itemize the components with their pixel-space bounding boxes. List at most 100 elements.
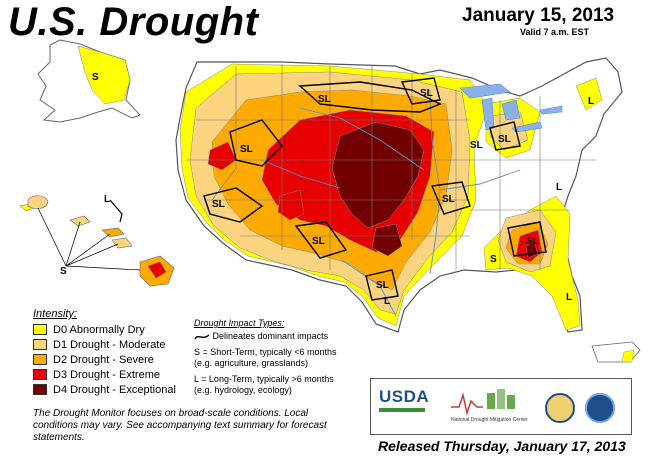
conus: SL SL SL SL SL SL SL SL SL SL L L L L S: [175, 57, 623, 333]
ndmc-logo-icon: [451, 389, 515, 415]
legend-label-d3: D3 Drought - Extreme: [53, 368, 160, 381]
map-date: January 15, 2013: [462, 5, 615, 26]
d4-oklahoma: [371, 223, 403, 257]
long-term-example: (e.g. hydrology, ecology): [194, 385, 292, 395]
map-title: U.S. Drought: [8, 0, 259, 44]
commerce-seal-icon: [545, 393, 575, 423]
label-l-4: L: [384, 296, 390, 307]
label-sl-9: SL: [376, 280, 389, 291]
impact-line-5: [430, 181, 471, 215]
alaska-label-s: S: [92, 72, 99, 83]
impact-line-2: [298, 81, 442, 113]
river-red: [341, 259, 397, 317]
label-sl-7: SL: [498, 134, 511, 145]
legend-item-d1: D1 Drought - Moderate: [33, 337, 176, 352]
impact-labels: SL SL SL SL SL SL SL SL SL SL L L L L S: [212, 88, 594, 307]
hawaii-impact-line: [109, 199, 123, 223]
noaa-seal-icon: [585, 393, 615, 423]
impact-line-4: [294, 221, 348, 259]
short-term-text: S = Short-Term, typically <6 months: [194, 347, 337, 357]
impact-lines: [203, 77, 547, 301]
legend-item-d4: D4 Drought - Exceptional: [33, 382, 176, 397]
label-sl-2: SL: [318, 94, 331, 105]
lake-erie: [511, 121, 543, 133]
hawaii-label-s: S: [60, 266, 67, 277]
swatch-d2: [33, 354, 47, 365]
label-sl-4: SL: [212, 199, 225, 210]
great-lakes: [459, 83, 563, 133]
river-platte: [261, 159, 341, 189]
hawaii-kauai-island: [27, 195, 49, 209]
label-s-1: S: [490, 254, 497, 265]
impact-line-8: [507, 221, 547, 257]
release-date: Released Thursday, January 17, 2013: [378, 438, 626, 454]
hawaii-pointer-3: [65, 233, 111, 267]
swatch-d4: [33, 384, 47, 395]
d3-colorado: [277, 189, 305, 221]
hawaii-big-island-d3: [147, 261, 167, 279]
agency-logos: USDA National Drought Mitigation Center: [370, 378, 632, 435]
impact-line-key: Delineates dominant impacts: [194, 331, 337, 342]
impact-line-7: [365, 269, 399, 301]
hawaii-molokai: [101, 227, 125, 238]
hawaii-pointer-4: [65, 243, 119, 267]
impact-line-icon: [194, 334, 210, 340]
label-sl-6: SL: [442, 194, 455, 205]
disclaimer-note: The Drought Monitor focuses on broad-sca…: [33, 408, 327, 443]
alaska: S: [37, 39, 141, 123]
pr-d0: [621, 349, 635, 363]
state-line-1: [211, 66, 237, 201]
hawaii-maui: [111, 237, 133, 249]
legend-label-d4: D4 Drought - Exceptional: [53, 383, 176, 396]
usda-logo-bar: [379, 408, 425, 412]
label-l-2: L: [556, 182, 562, 193]
swatch-d0: [33, 324, 47, 335]
legend-label-d2: D2 Drought - Severe: [53, 353, 154, 366]
puerto-rico: [591, 341, 641, 363]
impact-line-1: [229, 119, 283, 167]
label-sl-8: SL: [526, 236, 539, 247]
d0-maine: [575, 77, 603, 111]
label-l-1: L: [588, 96, 594, 107]
legend-item-d3: D3 Drought - Extreme: [33, 367, 176, 382]
lake-ontario: [539, 105, 563, 115]
label-sl-5: SL: [312, 236, 325, 247]
usda-logo: USDA: [379, 387, 430, 406]
hawaii: L S: [19, 194, 175, 287]
rivers: [261, 89, 521, 317]
river-missouri: [299, 107, 425, 171]
hawaii-oahu: [69, 215, 91, 227]
legend-heading: Intensity:: [33, 308, 78, 320]
label-sl-10: SL: [470, 140, 483, 151]
legend-label-d0: D0 Abnormally Dry: [53, 323, 145, 336]
d3-west: [207, 141, 237, 171]
hawaii-pointer-5: [65, 265, 141, 271]
impact-line-6: [489, 121, 521, 151]
lake-superior: [459, 83, 511, 99]
lake-michigan: [481, 97, 495, 131]
swatch-d3: [33, 369, 47, 380]
lake-huron: [501, 99, 521, 121]
hawaii-label-l: L: [104, 194, 110, 205]
impact-types-legend: Drought Impact Types: Delineates dominan…: [194, 318, 337, 396]
short-term-example: (e.g. agriculture, grasslands): [194, 358, 309, 368]
intensity-legend: Intensity: D0 Abnormally Dry D1 Drought …: [33, 308, 176, 397]
label-sl-3: SL: [420, 88, 433, 99]
river-ohio: [439, 169, 521, 191]
hawaii-pointer-1: [37, 207, 67, 267]
legend-item-d2: D2 Drought - Severe: [33, 352, 176, 367]
alaska-d0: [77, 45, 131, 105]
impact-line-9: [400, 77, 441, 105]
hawaii-pointer-2: [65, 221, 81, 267]
label-sl-1: SL: [240, 144, 253, 155]
legend-label-d1: D1 Drought - Moderate: [53, 338, 166, 351]
d4-plains: [331, 121, 425, 229]
valid-time: Valid 7 a.m. EST: [520, 27, 590, 37]
impact-line-3: [203, 187, 264, 223]
impact-types-heading: Drought Impact Types:: [194, 318, 285, 328]
label-l-3: L: [566, 292, 572, 303]
impact-line-label: Delineates dominant impacts: [212, 331, 329, 341]
legend-item-d0: D0 Abnormally Dry: [33, 322, 176, 337]
long-term-text: L = Long-Term, typically >6 months: [194, 374, 334, 384]
